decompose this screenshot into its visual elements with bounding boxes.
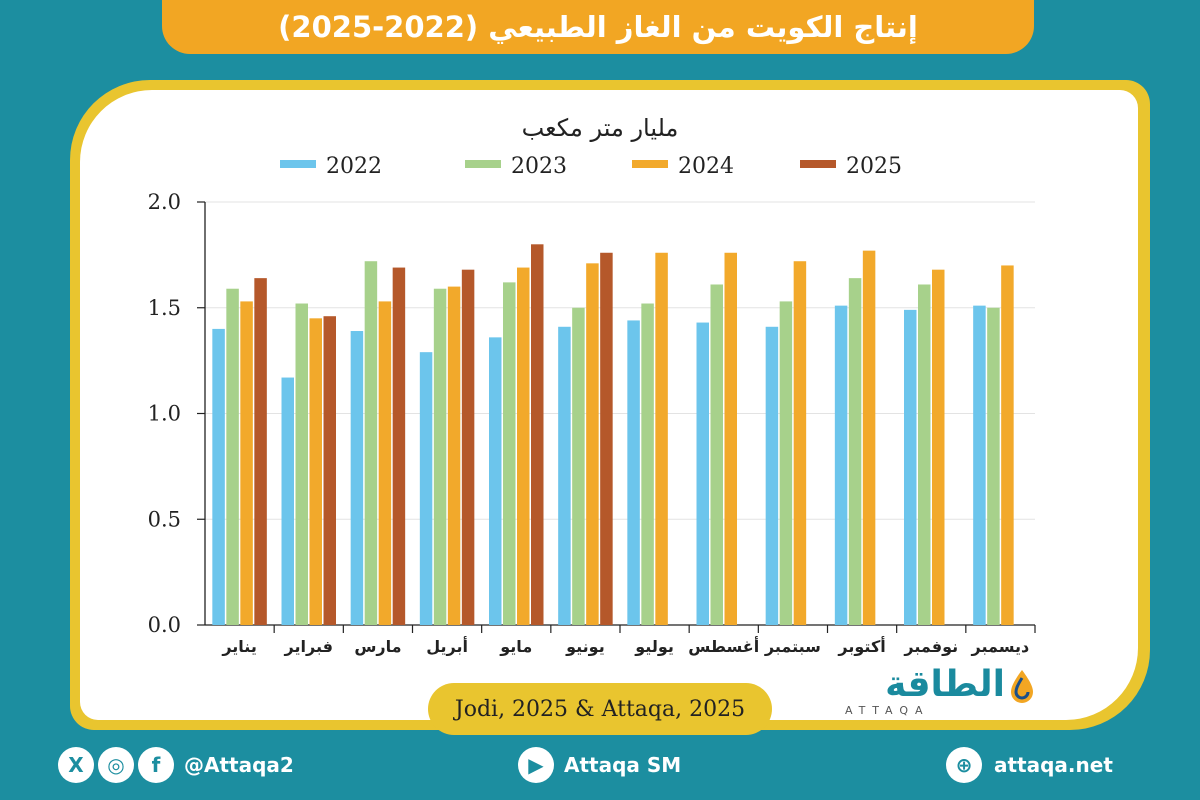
bar xyxy=(586,263,599,625)
page-title: إنتاج الكويت من الغاز الطبيعي (2022-2025… xyxy=(278,10,918,44)
bar xyxy=(834,305,848,625)
bar xyxy=(641,303,654,625)
drop-icon xyxy=(1011,670,1033,703)
bar xyxy=(973,305,986,625)
x-tick-label: سبتمبر xyxy=(764,637,821,656)
bar xyxy=(323,316,336,625)
bar xyxy=(696,322,709,625)
y-tick-label: 0.0 xyxy=(148,613,181,637)
bar xyxy=(447,286,461,625)
x-tick-label: يوليو xyxy=(634,637,674,656)
legend-label: 2023 xyxy=(511,154,567,179)
legend-swatch xyxy=(632,160,668,168)
bar xyxy=(531,244,544,626)
bar xyxy=(655,252,668,625)
bar xyxy=(281,377,294,625)
logo-arabic: الطاقة xyxy=(885,664,1005,705)
legend-swatch xyxy=(280,160,316,168)
source-pill: Jodi, 2025 & Attaqa, 2025 xyxy=(428,683,772,735)
legend-swatch xyxy=(465,160,501,168)
instagram-icon[interactable]: ◎ xyxy=(98,747,134,783)
bar xyxy=(848,278,862,625)
x-tick-label: فبراير xyxy=(284,637,333,656)
x-tick-label: مارس xyxy=(354,637,401,656)
bar xyxy=(558,326,571,625)
y-tick-label: 1.0 xyxy=(148,402,181,426)
bar xyxy=(904,309,917,625)
website-url: attaqa.net xyxy=(994,753,1113,777)
bar xyxy=(987,307,1000,625)
x-tick-label: يونيو xyxy=(565,637,605,656)
x-tick-label: أغسطس xyxy=(688,636,759,656)
bar xyxy=(724,252,737,625)
bar xyxy=(710,284,723,625)
attaqa-logo[interactable]: الطاقة ATTAQA xyxy=(835,664,1035,722)
bar xyxy=(627,320,640,625)
bar xyxy=(378,301,392,625)
x-tick-label: نوفمبر xyxy=(903,637,958,656)
y-tick-label: 0.5 xyxy=(148,507,181,531)
bar xyxy=(364,261,378,625)
legend-label: 2024 xyxy=(678,154,734,179)
website-link[interactable]: ⊕ attaqa.net xyxy=(946,740,1113,790)
bar xyxy=(433,288,447,625)
bar xyxy=(419,352,433,625)
facebook-icon[interactable]: f xyxy=(138,747,174,783)
bar xyxy=(793,261,807,625)
bar xyxy=(765,326,779,625)
bar xyxy=(503,282,516,625)
x-tick-label: أكتوبر xyxy=(837,636,885,656)
chart: مليار متر مكعب 2022 2023 2024 2025 0.0 0.5 1.0 1… xyxy=(148,114,1036,656)
youtube-icon: ▶ xyxy=(518,747,554,783)
bar xyxy=(295,303,308,625)
bar xyxy=(1001,265,1014,625)
y-tick-label: 2.0 xyxy=(148,190,181,214)
bar xyxy=(572,307,585,625)
bar xyxy=(461,269,475,625)
legend-label: 2025 xyxy=(846,154,902,179)
social-links: X ◎ f @Attaqa2 xyxy=(58,740,294,790)
bar xyxy=(489,337,502,625)
y-tick-label: 1.5 xyxy=(148,296,181,320)
x-tick-label: أبريل xyxy=(426,636,468,656)
bar xyxy=(350,331,364,625)
bar xyxy=(240,301,253,625)
bar xyxy=(779,301,793,625)
globe-icon: ⊕ xyxy=(946,747,982,783)
legend-label: 2022 xyxy=(326,154,382,179)
bar xyxy=(918,284,931,625)
bar xyxy=(309,318,322,625)
title-banner: إنتاج الكويت من الغاز الطبيعي (2022-2025… xyxy=(162,0,1034,54)
bar xyxy=(254,278,267,625)
bar xyxy=(226,288,239,625)
bar xyxy=(600,252,613,625)
social-handle[interactable]: @Attaqa2 xyxy=(184,753,294,777)
chart-title: مليار متر مكعب xyxy=(522,114,679,142)
x-icon[interactable]: X xyxy=(58,747,94,783)
youtube-handle: Attaqa SM xyxy=(564,753,682,777)
legend-swatch xyxy=(800,160,836,168)
bar xyxy=(932,269,945,625)
source-text: Jodi, 2025 & Attaqa, 2025 xyxy=(454,696,746,722)
logo-english: ATTAQA xyxy=(845,704,930,717)
bar xyxy=(517,267,530,625)
youtube-link[interactable]: ▶ Attaqa SM xyxy=(518,740,681,790)
x-tick-label: يناير xyxy=(221,637,257,656)
x-tick-label: ديسمبر xyxy=(971,637,1030,656)
x-tick-label: مايو xyxy=(499,637,532,656)
bar xyxy=(392,267,406,625)
bar xyxy=(212,328,225,625)
bar xyxy=(862,250,876,625)
